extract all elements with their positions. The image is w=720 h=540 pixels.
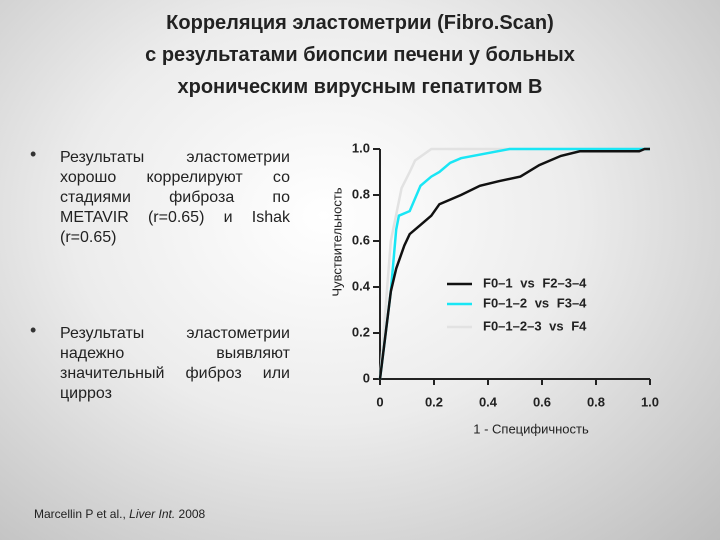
x-tick-label: 1.0 [641, 394, 659, 409]
x-tick-label: 0.8 [587, 394, 605, 409]
bullet-dot: • [30, 144, 37, 164]
legend-label: F0–1–2 vs F3–4 [483, 295, 587, 310]
y-tick-label: 0 [363, 370, 370, 385]
y-tick-label: 0.4 [352, 278, 371, 293]
x-tick-label: 0.2 [425, 394, 443, 409]
title-line: Корреляция эластометрии (Fibro.Scan) [166, 12, 554, 34]
citation-journal: Liver Int. [129, 507, 176, 521]
roc-curve [378, 147, 650, 380]
y-tick-label: 0.8 [352, 186, 370, 201]
bullet: Результаты эластометрии надежно выявляют… [60, 325, 290, 402]
x-tick-label: 0.4 [479, 394, 498, 409]
citation: Marcellin P et al., Liver Int. 2008 [34, 507, 205, 521]
x-tick-label: 0.6 [533, 394, 551, 409]
y-tick-label: 1.0 [352, 140, 370, 155]
x-tick-label: 0 [376, 394, 383, 409]
citation-authors: Marcellin P et al., [34, 507, 130, 521]
x-axis-label: 1 - Специфичность [473, 421, 589, 436]
y-tick-label: 0.6 [352, 232, 370, 247]
legend-label: F0–1 vs F2–3–4 [483, 275, 587, 290]
y-axis-label: Чувствительность [329, 187, 344, 296]
roc-curve [378, 147, 650, 380]
title-line: с результатами биопсии печени у больных [145, 44, 575, 66]
roc-curve [378, 147, 650, 380]
citation-year: 2008 [175, 507, 206, 521]
y-tick-label: 0.2 [352, 324, 370, 339]
bullet-dot: • [30, 320, 37, 340]
bullet: Результаты эластометрии хорошо коррелиру… [60, 149, 290, 246]
title-line: хроническим вирусным гепатитом В [177, 76, 543, 98]
legend-label: F0–1–2–3 vs F4 [483, 318, 587, 333]
